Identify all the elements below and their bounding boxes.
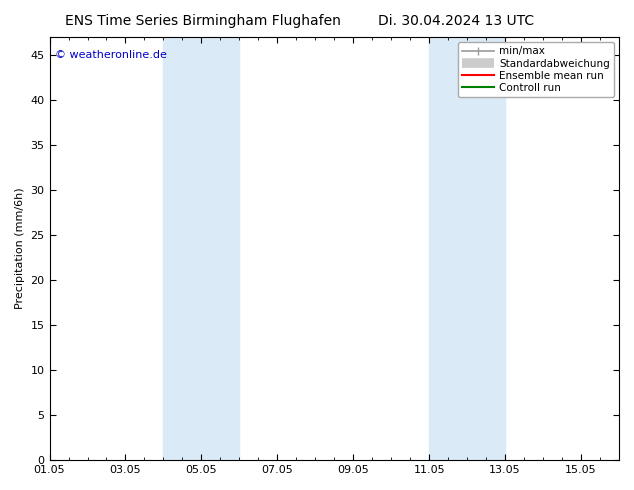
Text: Di. 30.04.2024 13 UTC: Di. 30.04.2024 13 UTC bbox=[378, 14, 534, 28]
Text: © weatheronline.de: © weatheronline.de bbox=[55, 50, 167, 60]
Y-axis label: Precipitation (mm/6h): Precipitation (mm/6h) bbox=[15, 188, 25, 309]
Text: ENS Time Series Birmingham Flughafen: ENS Time Series Birmingham Flughafen bbox=[65, 14, 341, 28]
Bar bbox=[164, 37, 240, 460]
Bar bbox=[429, 37, 505, 460]
Legend: min/max, Standardabweichung, Ensemble mean run, Controll run: min/max, Standardabweichung, Ensemble me… bbox=[458, 42, 614, 97]
